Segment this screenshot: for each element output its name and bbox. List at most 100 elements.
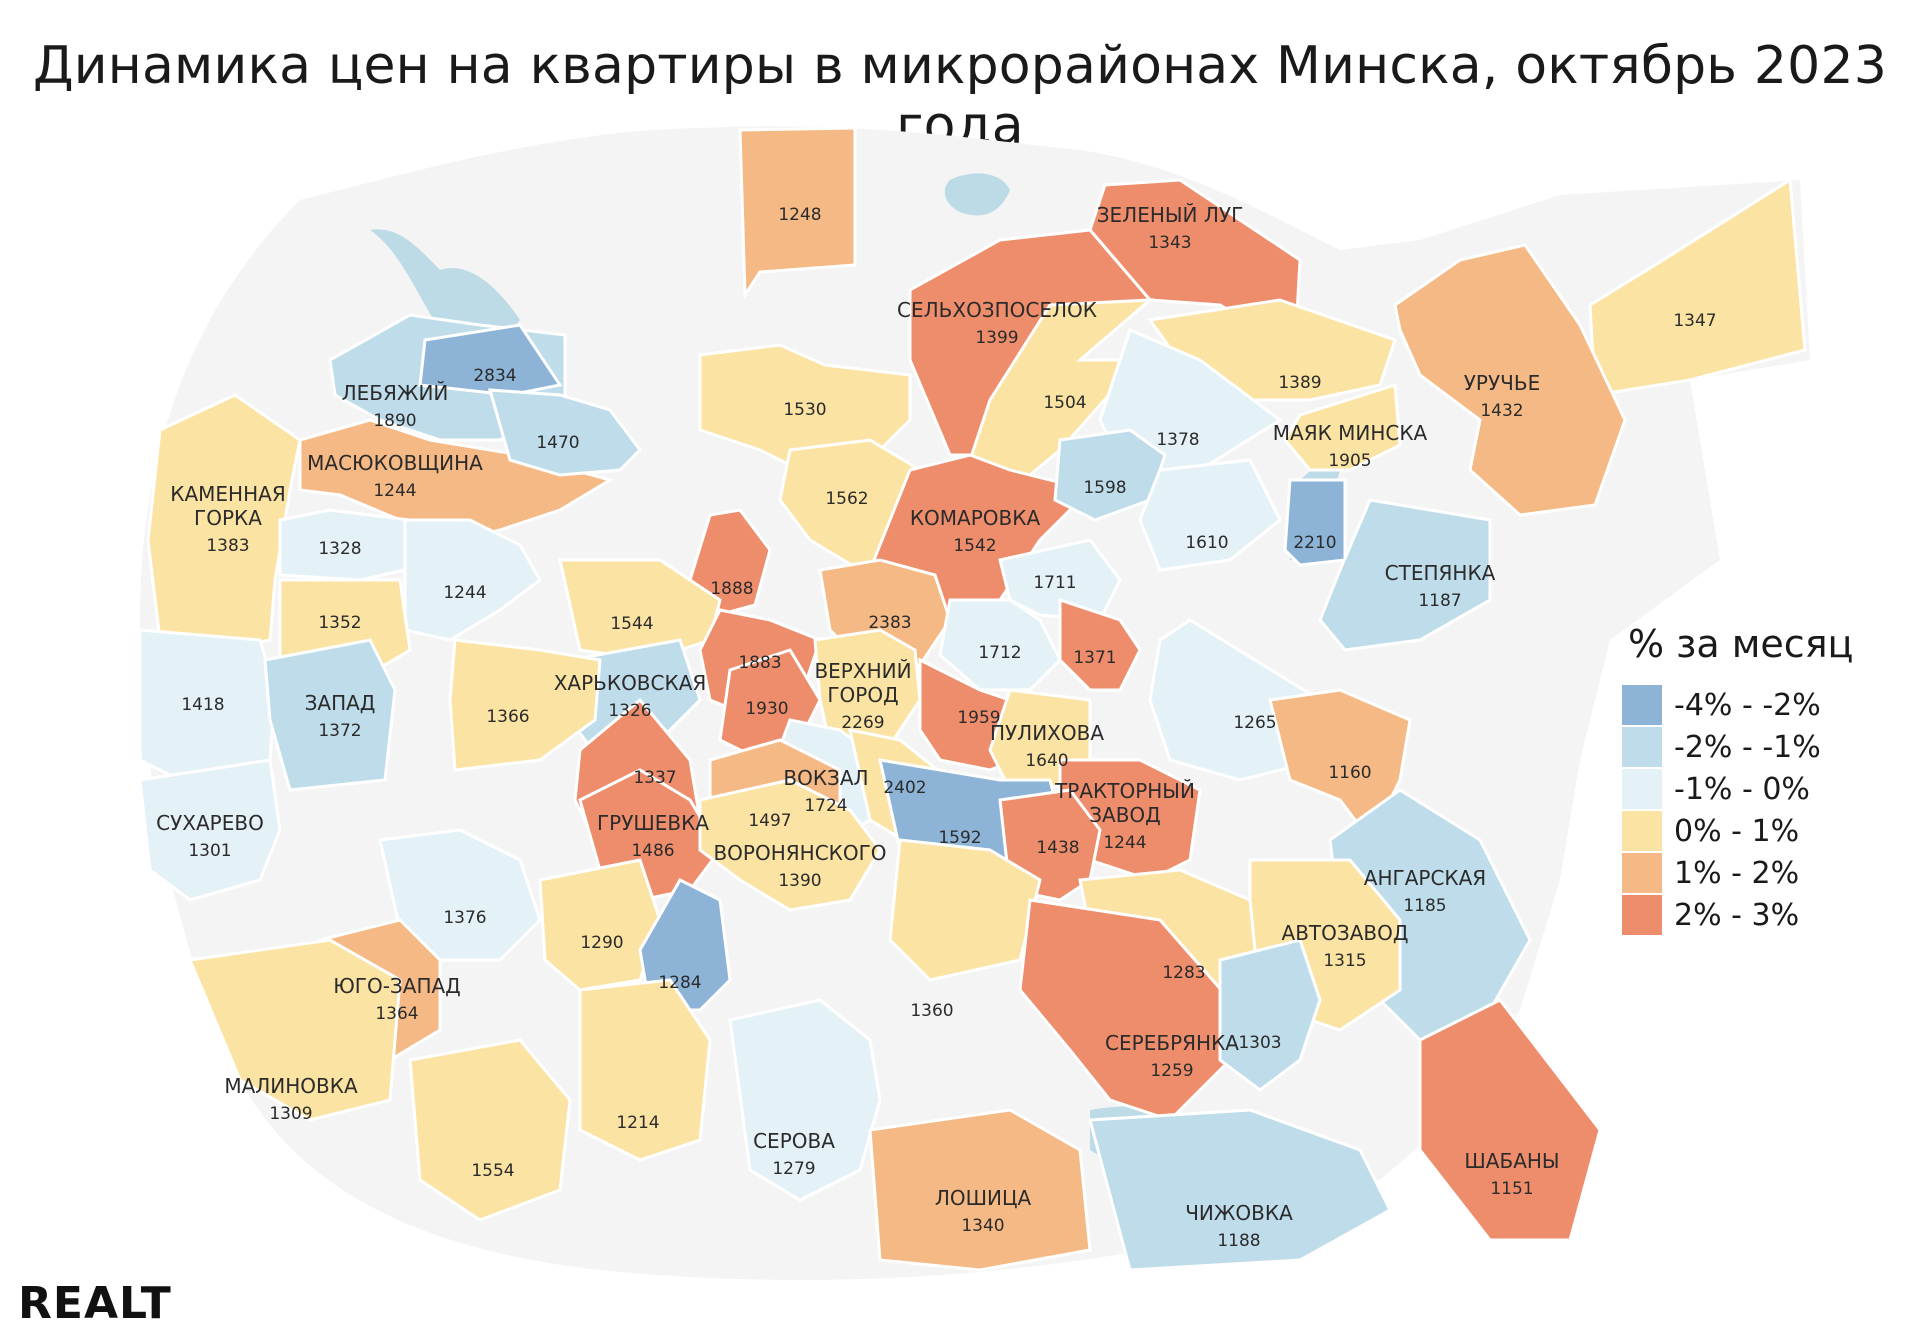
district-price: 2402 (883, 778, 926, 798)
district-price: 1544 (610, 614, 653, 634)
district-area[interactable] (1148, 618, 1322, 782)
district-area[interactable] (418, 323, 563, 397)
district-name: ВЕРХНИЙ (814, 659, 911, 683)
district-label: 1265 (1233, 713, 1276, 733)
district-label: ЛЕБЯЖИЙ 1890 (342, 381, 449, 431)
district-area[interactable] (698, 778, 882, 912)
district-label: 1160 (1328, 763, 1371, 783)
district-area[interactable] (1058, 597, 1142, 692)
district-name: КОМАРОВКА (910, 506, 1041, 530)
district-price: 1352 (318, 613, 361, 633)
district-label: АВТОЗАВОД 1315 (1282, 921, 1409, 971)
district-label: 1284 (658, 973, 701, 993)
district-area[interactable] (813, 628, 922, 762)
district-label: 1214 (616, 1113, 659, 1133)
district-price: 1554 (471, 1161, 514, 1181)
district-price: 1244 (443, 583, 486, 603)
district-area[interactable] (1088, 1108, 1392, 1272)
district-price: 1265 (1233, 713, 1276, 733)
district-label: 1328 (318, 539, 361, 559)
district-area[interactable] (1318, 498, 1492, 652)
district-area[interactable] (1138, 458, 1282, 572)
district-price: 1315 (1323, 951, 1366, 971)
district-price: 1187 (1418, 591, 1461, 611)
district-price: 1390 (778, 871, 821, 891)
district-name: ГОРКА (194, 506, 262, 530)
district-label: ЗАПАД 1372 (305, 691, 376, 741)
district-label: 2834 (473, 366, 516, 386)
district-label: КОМАРОВКА 1542 (910, 506, 1041, 556)
legend-label: 1% - 2% (1674, 855, 1800, 891)
district-price: 1259 (1150, 1061, 1193, 1081)
district-label: ЮГО-ЗАПАД 1364 (333, 974, 461, 1024)
district-name: ГРУШЕВКА (597, 811, 709, 835)
district-area[interactable] (146, 393, 302, 652)
district-price: 1290 (580, 933, 623, 953)
district-price: 2210 (1293, 533, 1336, 553)
district-area[interactable] (538, 858, 662, 992)
district-name: ТРАКТОРНЫЙ (1054, 779, 1195, 803)
district-label: ЗЕЛЕНЫЙ ЛУГ 1343 (1097, 203, 1244, 253)
district-name: ВОРОНЯНСКОГО (713, 841, 886, 865)
district-name: МАЯК МИНСКА (1273, 421, 1428, 445)
district-area[interactable] (1418, 998, 1602, 1242)
district-area[interactable] (738, 126, 857, 300)
district-area[interactable] (403, 518, 542, 642)
district-area[interactable] (263, 638, 397, 792)
district-label: 1959 (957, 708, 1000, 728)
district-label: СУХАРЕВО 1301 (156, 811, 264, 861)
legend-item: -2% - -1% (1622, 726, 1853, 768)
district-area[interactable] (138, 758, 282, 902)
district-area[interactable] (578, 978, 712, 1162)
district-area[interactable] (698, 343, 912, 472)
district-price: 1530 (783, 400, 826, 420)
district-price: 1640 (1025, 751, 1068, 771)
district-price: 1309 (269, 1104, 312, 1124)
district-name: СЕРОВА (753, 1129, 835, 1153)
legend: % за месяц -4% - -2% -2% - -1% -1% - 0% 0% … (1622, 622, 1853, 936)
district-price: 1303 (1238, 1033, 1281, 1053)
district-area[interactable] (487, 388, 642, 477)
district-label: 1562 (825, 489, 868, 509)
district-name: ХАРЬКОВСКАЯ (554, 671, 707, 695)
district-price: 1504 (1043, 393, 1086, 413)
district-price: 1364 (375, 1004, 418, 1024)
legend-swatch (1622, 727, 1662, 767)
district-area[interactable] (1283, 383, 1402, 472)
district-label: 1347 (1673, 311, 1716, 331)
district-label: ЧИЖОВКА 1188 (1185, 1201, 1293, 1251)
district-label: 1283 (1162, 963, 1205, 983)
district-name: ВОКЗАЛ (783, 766, 868, 790)
district-label: 1598 (1083, 478, 1126, 498)
district-area[interactable] (938, 598, 1062, 692)
district-area[interactable] (868, 1108, 1092, 1272)
district-label: 1504 (1043, 393, 1086, 413)
legend-swatch (1622, 895, 1662, 935)
district-name: АВТОЗАВОД (1282, 921, 1409, 945)
district-price: 1372 (318, 721, 361, 741)
district-area[interactable] (298, 418, 614, 547)
district-name: ЧИЖОВКА (1185, 1201, 1293, 1225)
district-name: СЕЛЬХОЗПОСЕЛОК (897, 298, 1097, 322)
legend-item: 1% - 2% (1622, 852, 1853, 894)
district-area[interactable] (1393, 243, 1627, 517)
district-price: 1905 (1328, 451, 1371, 471)
district-price: 1360 (910, 1001, 953, 1021)
district-area[interactable] (448, 638, 602, 772)
district-price: 1188 (1217, 1231, 1260, 1251)
district-label: 1244 (443, 583, 486, 603)
district-price: 1959 (957, 708, 1000, 728)
district-area[interactable] (638, 878, 732, 1012)
district-area[interactable] (408, 1038, 572, 1222)
district-price: 1214 (616, 1113, 659, 1133)
district-area[interactable] (888, 838, 1042, 982)
district-area[interactable] (1218, 938, 1322, 1092)
district-area[interactable] (1283, 478, 1347, 567)
district-area[interactable] (187, 938, 402, 1122)
district-price: 1562 (825, 489, 868, 509)
district-label: ХАРЬКОВСКАЯ 1326 (554, 671, 707, 721)
district-label: 1711 (1033, 573, 1076, 593)
district-price: 1279 (772, 1159, 815, 1179)
district-price: 2383 (868, 613, 911, 633)
district-label: 1930 (745, 699, 788, 719)
